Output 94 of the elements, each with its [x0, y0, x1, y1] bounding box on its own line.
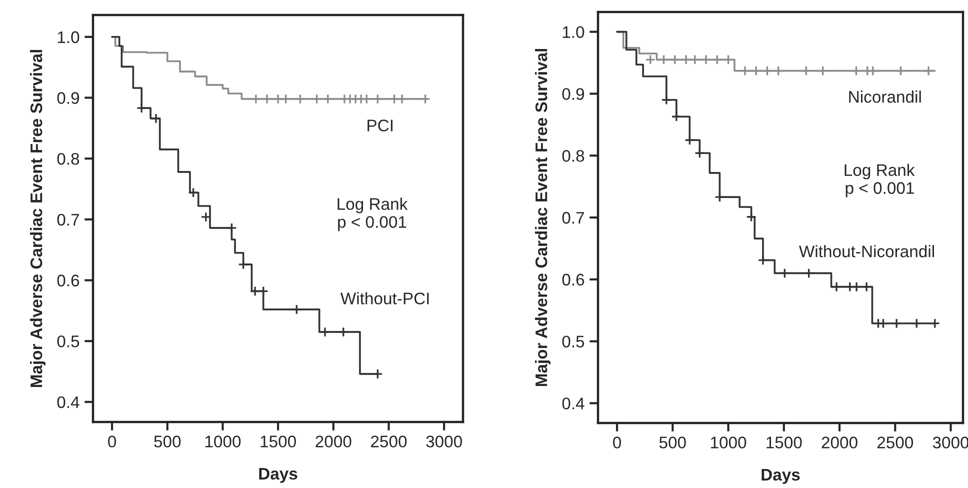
point	[779, 268, 790, 278]
point	[150, 113, 162, 124]
y-tick-label: 0.5	[562, 336, 584, 348]
x-tick-label: 0	[108, 436, 116, 448]
x-tick-label: 2000	[822, 436, 858, 448]
x-tick-label: 500	[154, 436, 181, 448]
x-tick-label: 3000	[426, 436, 462, 448]
y-axis-title: Major Adverse Cardiac Event Free Survival	[30, 50, 46, 388]
point	[645, 54, 656, 65]
point	[312, 94, 322, 104]
y-tick-label: 0.6	[562, 274, 584, 286]
point	[280, 94, 292, 104]
x-tick-label: 500	[659, 436, 686, 448]
x-tick-label: 1000	[711, 436, 746, 448]
point	[831, 282, 842, 292]
point	[684, 134, 695, 146]
point	[850, 66, 862, 76]
point	[746, 212, 757, 222]
point	[861, 282, 872, 292]
point	[320, 326, 330, 338]
x-tick-label: 2500	[877, 436, 914, 448]
y-tick-label: 0.7	[57, 214, 79, 226]
point	[372, 368, 383, 380]
point	[851, 282, 862, 292]
point	[262, 94, 272, 104]
point	[804, 268, 814, 278]
y-tick-label: 0.7	[562, 212, 584, 224]
y-tick-label: 0.4	[57, 396, 80, 408]
point	[188, 187, 198, 198]
point	[758, 254, 768, 266]
point	[930, 318, 940, 329]
point	[800, 66, 812, 76]
y-tick-label: 0.8	[57, 152, 80, 165]
point	[694, 148, 705, 158]
point	[258, 286, 269, 296]
y-tick-label: 0.8	[562, 150, 584, 162]
x-tick-label: 1500	[766, 436, 802, 448]
y-tick-label: 0.9	[57, 92, 80, 104]
point	[868, 66, 878, 76]
annotation: Without-PCI	[340, 292, 429, 304]
point	[671, 111, 682, 122]
point	[250, 286, 260, 296]
point	[136, 102, 147, 114]
y-tick-label: 0.6	[57, 274, 80, 286]
y-tick-label: 1.0	[562, 26, 584, 38]
point	[723, 54, 734, 65]
point	[878, 318, 888, 329]
y-tick-label: 0.4	[562, 398, 584, 410]
y-axis-title: Major Adverse Cardiac Event Free Survival	[534, 49, 551, 386]
x-axis-title: Days	[259, 468, 298, 483]
annotation: PCI	[368, 120, 392, 132]
point	[250, 94, 262, 104]
point	[690, 54, 700, 65]
x-tick-label: 0	[613, 436, 622, 448]
point	[322, 94, 334, 104]
x-tick-label: 2500	[371, 436, 407, 448]
point	[420, 94, 430, 104]
point	[291, 304, 302, 315]
point	[389, 94, 400, 104]
annotation: Without-Nicorandil	[799, 245, 934, 258]
point	[750, 66, 762, 76]
point	[923, 66, 934, 76]
annotation: Log Rank p < 0.001	[338, 198, 408, 232]
y-tick-label: 0.9	[562, 88, 584, 100]
point	[238, 259, 249, 270]
point	[911, 318, 922, 329]
point	[661, 94, 672, 106]
point	[396, 94, 408, 104]
annotation: Nicorandil	[849, 90, 921, 103]
x-tick-label: 1000	[205, 436, 241, 448]
point	[294, 94, 306, 104]
y-tick-label: 1.0	[58, 31, 80, 44]
x-axis-title: Days	[762, 469, 800, 484]
point	[818, 66, 828, 76]
y-tick-label: 0.5	[57, 335, 80, 348]
point	[895, 66, 906, 76]
point	[658, 54, 669, 65]
point	[700, 54, 712, 65]
point	[762, 66, 772, 76]
x-tick-label: 2000	[316, 436, 352, 448]
point	[361, 94, 372, 104]
point	[712, 54, 722, 65]
point	[680, 54, 692, 65]
point	[740, 66, 750, 76]
point	[372, 94, 383, 104]
point	[272, 94, 284, 104]
point	[891, 318, 902, 329]
point	[338, 326, 349, 338]
point	[670, 54, 680, 65]
x-tick-label: 1500	[260, 436, 296, 448]
point	[714, 192, 725, 202]
point	[226, 222, 237, 234]
point	[773, 66, 784, 76]
annotation: Log Rank p < 0.001	[844, 164, 915, 198]
